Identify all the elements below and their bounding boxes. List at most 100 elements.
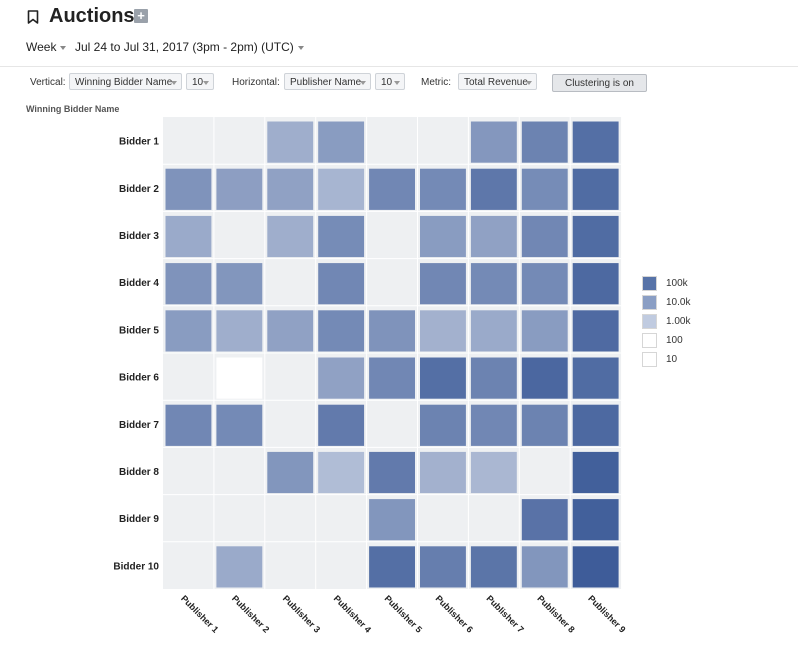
legend-label: 100 [666,335,683,346]
heatmap-cell [216,546,263,588]
heatmap-cell [165,168,212,210]
heatmap-cell [470,310,517,352]
heatmap-cell [318,215,365,258]
heatmap-cell [521,499,568,541]
x-tick-label: Publisher 1 [179,593,220,634]
heatmap-cell [521,215,568,258]
heatmap-cell [267,168,314,210]
metric-label: Metric: [421,77,451,88]
horizontal-label: Horizontal: [232,77,280,88]
legend-label: 10 [666,354,678,365]
heatmap-cell [369,499,415,541]
heatmap-cell [420,546,466,588]
heatmap-cell [165,310,212,352]
x-tick-label: Publisher 6 [434,593,475,634]
heatmap-cell [470,451,517,494]
x-tick-label: Publisher 2 [230,593,271,634]
period-value: Week [26,40,57,54]
controls-bar: Vertical: Winning Bidder Name 10 Horizon… [0,67,798,97]
heatmap-cell [420,263,466,305]
heatmap-cell [470,263,517,305]
legend-label: 100k [666,278,688,289]
heatmap-cell [572,263,619,305]
clustering-toggle-button[interactable]: Clustering is on [552,74,647,92]
date-range-dropdown[interactable]: Jul 24 to Jul 31, 2017 (3pm - 2pm) (UTC) [75,40,304,54]
heatmap-cell [572,451,619,494]
heatmap-cell [420,310,466,352]
chevron-down-icon [360,81,366,85]
heatmap-cell [521,546,568,588]
y-tick-label: Bidder 2 [119,184,159,195]
heatmap-cell [521,168,568,210]
vertical-count-value: 10 [192,77,204,88]
heatmap-cell [470,404,517,446]
vertical-dimension-select[interactable]: Winning Bidder Name [69,73,182,90]
legend-swatch [642,314,657,329]
x-tick-label: Publisher 5 [383,593,424,634]
vertical-count-select[interactable]: 10 [186,73,214,90]
y-tick-label: Bidder 9 [119,514,159,525]
legend-swatch [642,333,657,348]
heatmap-cell [420,451,466,494]
heatmap-cell [318,263,365,305]
heatmap-cell [165,404,212,446]
heatmap-cell [521,263,568,305]
heatmap-cell [572,215,619,258]
x-tick-label: Publisher 3 [281,593,322,634]
x-tick-label: Publisher 4 [332,593,373,634]
heatmap-cell [470,215,517,258]
bookmark-icon[interactable] [27,10,39,24]
heatmap-cell [470,546,517,588]
heatmap-cell [521,121,568,163]
heatmap-cell [572,546,619,588]
chevron-down-icon [60,45,67,50]
heatmap-cell [165,215,212,258]
add-button[interactable]: + [134,9,148,23]
page-title: Auctions [49,5,135,27]
legend-swatch [642,295,657,310]
chevron-down-icon [394,81,400,85]
period-dropdown[interactable]: Week [26,40,67,54]
chevron-down-icon [203,81,209,85]
horizontal-dimension-select[interactable]: Publisher Name [284,73,371,90]
chevron-down-icon [526,81,532,85]
heatmap-cell [572,404,619,446]
x-tick-label: Publisher 8 [535,593,576,634]
y-tick-label: Bidder 4 [119,278,159,289]
heatmap-cell [267,310,314,352]
horizontal-count-value: 10 [381,77,393,88]
legend-label: 1.00k [666,316,691,327]
horizontal-count-select[interactable]: 10 [375,73,405,90]
page-header: Auctions + Week Jul 24 to Jul 31, 2017 (… [0,0,798,67]
legend-swatch [642,276,657,291]
heatmap-cell [420,168,466,210]
heatmap-cell [318,168,365,210]
heatmap-cell [521,357,568,399]
heatmap-cell [267,121,314,163]
heatmap-cell [267,215,314,258]
y-tick-label: Bidder 6 [119,373,159,384]
heatmap-cell [216,168,263,210]
heatmap-cell [572,357,619,399]
heatmap-cell [318,404,365,446]
y-tick-label: Bidder 10 [113,561,159,572]
date-range-value: Jul 24 to Jul 31, 2017 (3pm - 2pm) (UTC) [75,40,294,54]
metric-select[interactable]: Total Revenue [458,73,537,90]
heatmap-cell [216,263,263,305]
heatmap-cell [216,310,263,352]
x-tick-label: Publisher 9 [586,593,627,634]
heatmap-cell [369,546,415,588]
heatmap-cell [572,310,619,352]
y-tick-label: Bidder 7 [119,420,159,431]
x-tick-label: Publisher 7 [484,593,525,634]
heatmap-cell [216,404,263,446]
y-tick-label: Bidder 8 [119,467,159,478]
heatmap-cell [318,357,365,399]
heatmap-cell [318,451,365,494]
heatmap-cell [470,121,517,163]
y-tick-label: Bidder 3 [119,231,159,242]
heatmap-cell [420,404,466,446]
y-axis-title: Winning Bidder Name [26,104,120,114]
heatmap-cell [420,357,466,399]
heatmap-cell [470,357,517,399]
